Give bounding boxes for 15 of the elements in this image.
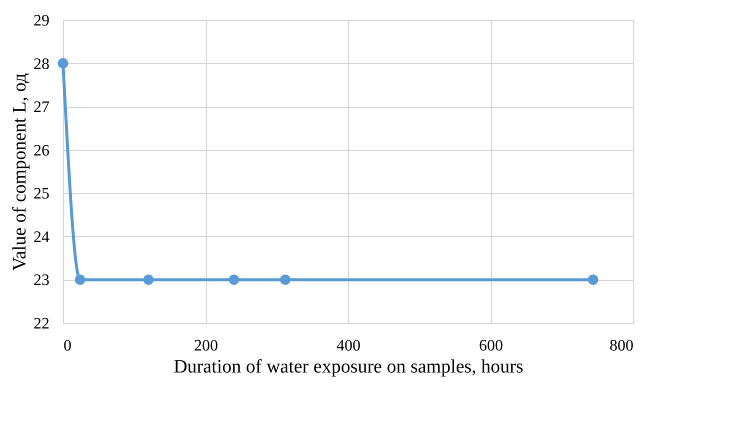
y-tick-label: 28 [34,56,50,73]
x-tick-label: 0 [64,338,72,354]
y-tick-label: 27 [34,99,50,116]
x-tick-label: 800 [610,338,634,354]
y-tick-label: 26 [34,142,50,160]
y-tick-label: 23 [34,272,50,290]
y-tick-label: 25 [34,186,50,203]
x-axis-title: Duration of water exposure on samples, hours [174,356,524,378]
x-tick-label: 200 [194,338,218,354]
x-tick-label: 400 [336,338,360,354]
y-tick-label: 29 [34,12,50,30]
x-tick-label: 600 [479,338,503,354]
y-axis-title: Value of component L, од [10,72,30,271]
y-tick-label: 22 [34,316,50,332]
y-tick-label: 24 [34,228,50,246]
